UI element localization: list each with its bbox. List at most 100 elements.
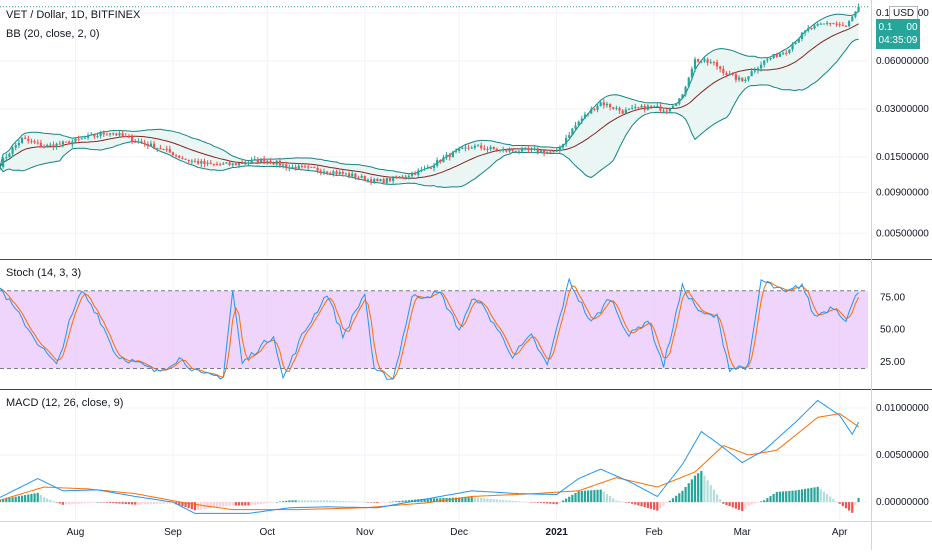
candle-body xyxy=(228,162,231,165)
candle-body xyxy=(171,152,175,156)
candle-body xyxy=(105,134,109,136)
candle-body xyxy=(719,66,722,69)
candle-body xyxy=(146,143,149,147)
macd-histogram-bar xyxy=(90,502,93,503)
price-tick-label: 0.00500000 xyxy=(876,228,929,239)
x-tick-label: 2021 xyxy=(546,527,569,538)
bar-countdown: 04:35:09 xyxy=(878,35,918,46)
candle-body xyxy=(401,176,404,178)
candle-body xyxy=(307,166,310,168)
candle-body xyxy=(819,23,822,25)
macd-histogram-bar xyxy=(360,501,363,503)
price-tick-label: 0.03000000 xyxy=(876,104,929,115)
candle-body xyxy=(17,142,20,146)
candle-body xyxy=(244,163,247,165)
macd-histogram-bar xyxy=(17,496,20,503)
candle-body xyxy=(826,22,829,24)
candle-body xyxy=(281,164,285,166)
candle-body xyxy=(36,142,39,144)
macd-histogram-bar xyxy=(775,491,778,503)
macd-histogram-bar xyxy=(508,500,511,503)
candle-body xyxy=(90,134,93,136)
macd-histogram-bar xyxy=(376,502,379,504)
x-tick-label: Oct xyxy=(260,527,276,538)
macd-histogram-bar xyxy=(656,502,659,511)
candle-body xyxy=(363,175,366,181)
macd-histogram-bar xyxy=(854,502,857,506)
candle-body xyxy=(558,147,561,151)
candle-body xyxy=(502,149,505,151)
candle-body xyxy=(741,77,744,82)
candle-body xyxy=(470,147,473,149)
candle-body xyxy=(398,176,401,178)
macd-histogram-bar xyxy=(266,502,269,504)
macd-histogram-bar xyxy=(357,501,360,503)
macd-histogram-bar xyxy=(24,495,27,503)
candle-body xyxy=(347,173,351,177)
candle-body xyxy=(832,23,835,25)
candle-body xyxy=(781,52,785,54)
macd-histogram-bar xyxy=(684,486,687,503)
candle-body xyxy=(439,159,442,162)
macd-histogram-bar xyxy=(68,502,71,505)
candle-body xyxy=(392,176,395,181)
candle-body xyxy=(212,163,215,165)
candle-body xyxy=(690,68,693,78)
macd-histogram-bar xyxy=(77,502,80,504)
macd-histogram-bar xyxy=(697,473,700,503)
macd-histogram-bar xyxy=(385,502,388,503)
candle-body xyxy=(631,107,634,109)
macd-histogram-bar xyxy=(473,497,476,503)
candle-body xyxy=(442,157,445,162)
macd-histogram-bar xyxy=(546,502,549,504)
candle-body xyxy=(530,148,533,150)
macd-legend: MACD (12, 26, close, 9) xyxy=(6,397,124,409)
candle-body xyxy=(703,59,706,62)
macd-histogram-bar xyxy=(193,502,197,511)
candle-body xyxy=(609,103,612,108)
candle-body xyxy=(659,106,662,111)
x-tick-label: Nov xyxy=(356,527,374,538)
macd-histogram-bar xyxy=(498,499,502,503)
candle-body xyxy=(549,151,552,153)
macd-histogram-bar xyxy=(832,498,835,503)
macd-histogram-bar xyxy=(64,502,68,505)
candle-body xyxy=(373,179,376,183)
symbol-title: VET / Dollar, 1D, BITFINEX xyxy=(6,9,141,21)
candle-body xyxy=(785,52,788,54)
candle-body xyxy=(332,171,335,174)
macd-histogram-bar xyxy=(370,502,373,503)
candle-body xyxy=(800,32,804,39)
macd-histogram-bar xyxy=(835,501,838,503)
macd-histogram-bar xyxy=(382,502,385,503)
macd-histogram-bar xyxy=(398,501,401,503)
price-tick-label: 0.01500000 xyxy=(876,152,929,163)
macd-histogram-bar xyxy=(520,501,524,503)
price-tick-label: 0.06000000 xyxy=(876,56,929,67)
candle-body xyxy=(546,151,549,154)
candle-body xyxy=(203,161,206,164)
candle-body xyxy=(256,159,259,163)
macd-histogram-bar xyxy=(395,501,398,503)
macd-histogram-bar xyxy=(671,498,675,503)
candle-body xyxy=(637,107,640,109)
candle-body xyxy=(775,53,778,57)
candle-body xyxy=(263,158,266,162)
macd-histogram-bar xyxy=(781,491,785,503)
candle-body xyxy=(596,105,599,110)
candle-body xyxy=(366,179,370,181)
macd-histogram-bar xyxy=(807,488,810,503)
macd-histogram-bar xyxy=(552,502,555,504)
macd-histogram-bar xyxy=(712,489,715,503)
macd-histogram-bar xyxy=(269,502,272,503)
candle-body xyxy=(310,166,313,168)
candle-body xyxy=(130,136,134,142)
macd-histogram-bar xyxy=(11,497,14,503)
candle-body xyxy=(766,59,769,61)
macd-histogram-bar xyxy=(206,502,209,509)
candle-body xyxy=(385,178,388,183)
macd-histogram-bar xyxy=(5,498,8,503)
candle-body xyxy=(344,173,348,175)
bb-upper-line xyxy=(0,10,859,175)
candle-body xyxy=(662,110,665,112)
